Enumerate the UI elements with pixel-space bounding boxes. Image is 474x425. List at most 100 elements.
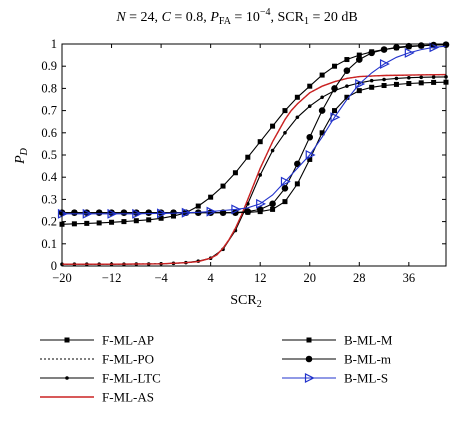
data-point [181,207,192,218]
data-point [355,56,363,63]
x-tick-label: 36 [403,271,416,285]
data-point [405,42,413,50]
data-point [380,46,388,53]
series-line [62,73,447,265]
data-point [382,77,386,82]
data-point [269,200,276,208]
data-point [195,203,201,209]
data-point [407,75,411,80]
data-point [345,84,349,88]
data-point [281,185,289,192]
series-f-ml-ltc [60,75,448,267]
legend-label: F-ML-AP [102,333,154,348]
legend-label: F-ML-AS [102,390,154,405]
y-tick-label: 0.7 [41,104,57,118]
data-point [95,209,103,217]
data-point [256,198,267,209]
legend-marker [306,337,312,343]
data-point [283,131,287,135]
legend-label: B-ML-M [344,333,393,348]
data-point [431,75,436,79]
data-point [381,83,387,89]
series-line [62,44,447,214]
data-point [257,139,263,145]
legend-marker [64,337,70,343]
data-point [294,94,300,100]
data-point [344,94,350,100]
axis-ticks: −20 −12 −4 4 12 20 28 36 0 0.1 0.2 0.3 0.4 0.5 0.6 0.7 0… [41,37,446,285]
y-tick-label: 0 [51,259,57,273]
data-point [379,59,390,69]
data-point [84,220,90,226]
x-tick-label: 20 [303,271,316,285]
x-tick-label: −4 [154,271,168,285]
data-point [258,173,262,177]
data-point [429,42,440,53]
legend-label: F-ML-LTC [102,371,161,386]
data-point [356,52,362,58]
data-point [71,221,77,227]
series-line [62,45,447,215]
legend-item: B-ML-m [282,352,391,367]
y-tick-label: 0.4 [41,170,57,184]
data-point [319,130,325,136]
data-point [319,72,325,78]
data-point [282,199,288,205]
data-point [231,204,242,215]
data-point [343,67,351,74]
data-point [232,170,238,176]
data-point [132,208,143,219]
series-f-ml-as [62,73,447,265]
y-tick-label: 0.5 [41,148,57,162]
chart-title: N = 24, C = 0.8, PFA = 10−4, SCR1 = 20 d… [115,7,357,27]
legend-item: F-ML-AP [40,333,154,348]
data-point [419,75,424,80]
legend-label: B-ML-m [344,352,391,367]
y-tick-label: 0.6 [41,126,57,140]
series-b-ml-s [57,42,447,219]
data-point [355,78,366,89]
data-point [318,107,326,114]
series-line [61,44,447,225]
legend-item: F-ML-PO [40,352,154,367]
data-point [305,150,316,160]
data-point [294,160,301,168]
data-point [109,219,115,225]
data-point [282,108,288,114]
data-point [369,84,375,90]
series-line [62,76,447,265]
data-point [331,85,338,92]
x-tick-label: 4 [208,271,215,285]
data-point [307,104,312,108]
data-point [280,176,291,187]
data-point [244,208,252,215]
data-point [206,206,217,217]
data-point [307,156,313,162]
data-point [344,57,350,63]
data-point [369,78,374,83]
x-axis-label: SCR2 [230,293,261,310]
y-tick-label: 0.2 [41,215,57,229]
series-b-ml-m [58,41,450,217]
data-point [394,76,399,81]
data-point [393,44,400,51]
plot-frame [61,43,447,267]
series-line [62,74,447,265]
legend-item: F-ML-LTC [40,371,161,386]
y-tick-label: 0.8 [41,81,57,95]
data-point [170,213,176,219]
data-point [270,148,275,153]
legend-marker [65,376,69,380]
data-point [220,183,226,189]
data-point [146,217,152,223]
data-point [245,154,251,160]
series-f-ml-ap [59,42,449,227]
data-point [96,220,102,226]
legend-label: F-ML-PO [102,352,154,367]
y-tick-label: 0.9 [41,59,57,73]
data-point [120,209,128,217]
data-point [320,95,324,100]
data-point [295,115,300,120]
legend-item: F-ML-AS [40,390,154,405]
